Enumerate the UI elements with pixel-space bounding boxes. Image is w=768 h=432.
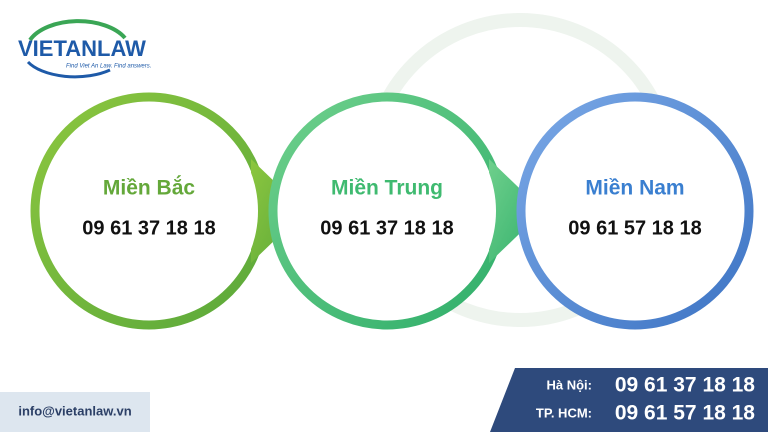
node-phone: 09 61 57 18 18 (568, 217, 701, 239)
contact-label: TP. HCM: (536, 405, 592, 420)
email: info@vietanlaw.vn (18, 403, 131, 418)
nodes: Miền Bắc 09 61 37 18 18 Miền Trung 09 61 37… (30, 92, 754, 330)
node-label: Miền Nam (585, 177, 684, 200)
node-label: Miền Bắc (103, 176, 196, 200)
logo-swoosh (28, 19, 127, 42)
email-box (0, 392, 150, 432)
contact-phone: 09 61 57 18 18 (615, 402, 755, 425)
logo-swoosh (26, 60, 111, 79)
contact-phone: 09 61 37 18 18 (615, 374, 755, 397)
logo-name: VIETANLAW (18, 36, 146, 61)
node-inner (40, 102, 258, 320)
node-label: Miền Trung (331, 177, 443, 200)
node-phone: 09 61 37 18 18 (320, 217, 453, 239)
node-inner (278, 102, 496, 320)
contact-box (490, 368, 768, 432)
node-phone: 09 61 37 18 18 (82, 217, 215, 239)
node-ring (516, 92, 754, 330)
contact-label: Hà Nội: (547, 377, 593, 392)
logo: VIETANLAW Find Viet An Law. Find answers… (18, 19, 151, 79)
node-arrow (489, 159, 543, 263)
logo-tagline: Find Viet An Law. Find answers. (66, 64, 151, 70)
